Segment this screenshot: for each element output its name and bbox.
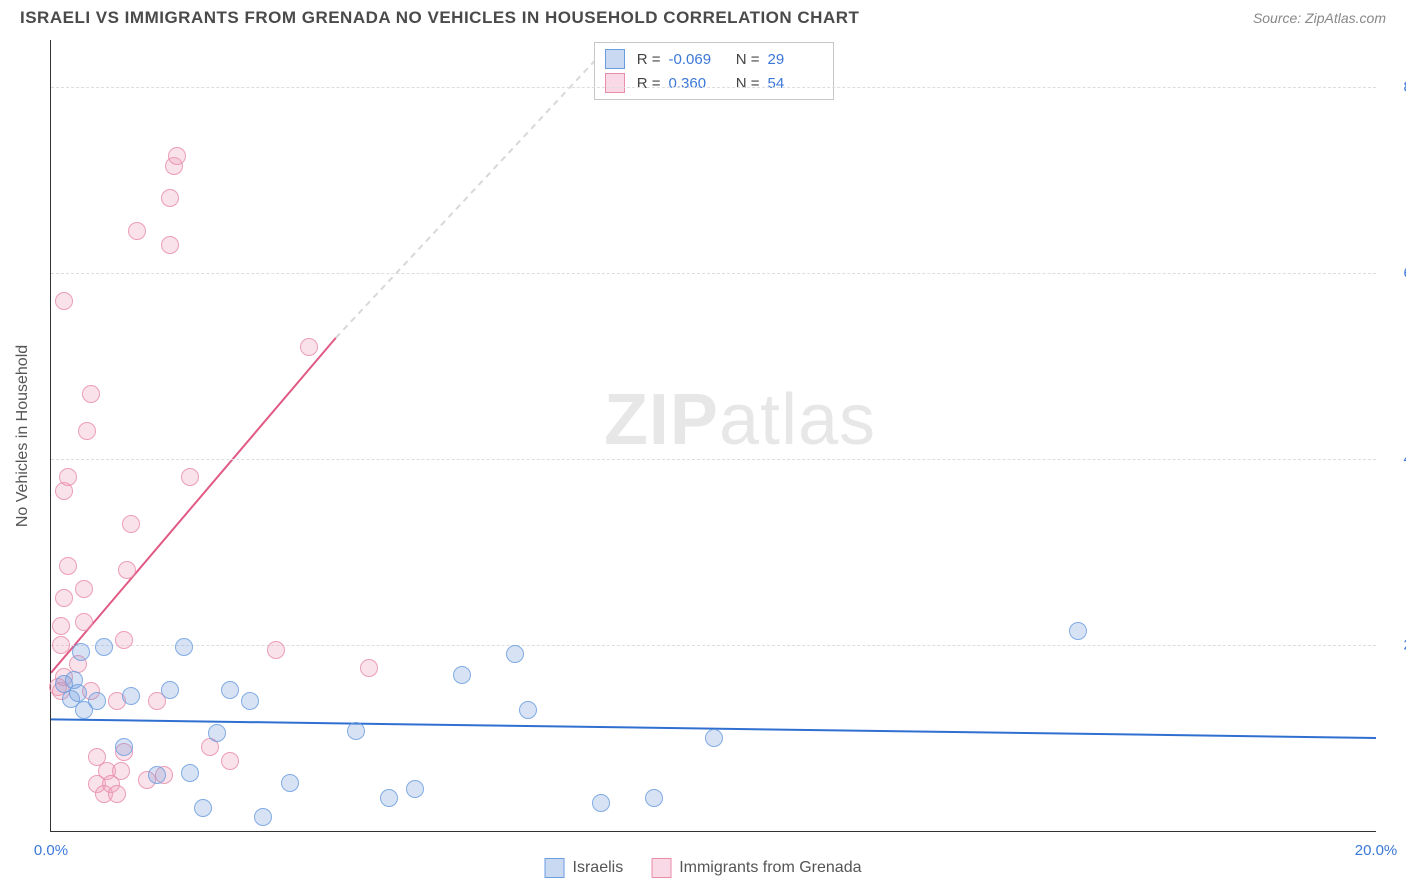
- data-point-pink: [168, 147, 186, 165]
- stats-legend-box: R = -0.069 N = 29 R = 0.360 N = 54: [594, 42, 834, 100]
- x-tick-label: 20.0%: [1355, 842, 1398, 859]
- data-point-blue: [175, 638, 193, 656]
- stat-n-value: 29: [768, 51, 823, 68]
- data-point-blue: [592, 794, 610, 812]
- data-point-pink: [267, 641, 285, 659]
- data-point-pink: [181, 468, 199, 486]
- swatch-pink: [605, 73, 625, 93]
- plot-area: No Vehicles in Household ZIPatlas R = -0…: [50, 40, 1376, 832]
- data-point-pink: [78, 422, 96, 440]
- data-point-pink: [221, 752, 239, 770]
- data-point-pink: [75, 613, 93, 631]
- data-point-blue: [72, 643, 90, 661]
- data-point-blue: [254, 808, 272, 826]
- data-point-pink: [82, 385, 100, 403]
- watermark-bold: ZIP: [604, 380, 719, 460]
- trend-lines: [51, 40, 1376, 831]
- data-point-pink: [52, 617, 70, 635]
- data-point-blue: [194, 799, 212, 817]
- data-point-pink: [59, 557, 77, 575]
- gridline: [51, 273, 1376, 274]
- data-point-blue: [281, 774, 299, 792]
- data-point-blue: [88, 692, 106, 710]
- data-point-pink: [52, 636, 70, 654]
- data-point-blue: [453, 666, 471, 684]
- data-point-blue: [115, 738, 133, 756]
- data-point-blue: [347, 722, 365, 740]
- data-point-pink: [55, 589, 73, 607]
- stats-row-pink: R = 0.360 N = 54: [605, 71, 823, 95]
- stat-n-label: N =: [732, 51, 760, 68]
- data-point-pink: [161, 236, 179, 254]
- legend-item-pink: Immigrants from Grenada: [651, 858, 861, 878]
- trend-line: [336, 40, 614, 338]
- data-point-pink: [118, 561, 136, 579]
- stat-r-label: R =: [633, 51, 661, 68]
- data-point-blue: [65, 671, 83, 689]
- data-point-blue: [705, 729, 723, 747]
- data-point-pink: [59, 468, 77, 486]
- data-point-pink: [75, 580, 93, 598]
- legend-item-blue: Israelis: [545, 858, 624, 878]
- y-tick-label: 20.0%: [1386, 636, 1406, 653]
- y-tick-label: 60.0%: [1386, 264, 1406, 281]
- legend-label: Immigrants from Grenada: [679, 859, 861, 877]
- swatch-pink: [651, 858, 671, 878]
- data-point-blue: [645, 789, 663, 807]
- data-point-pink: [112, 762, 130, 780]
- legend-label: Israelis: [573, 859, 624, 877]
- data-point-pink: [115, 631, 133, 649]
- y-tick-label: 80.0%: [1386, 78, 1406, 95]
- data-point-pink: [161, 189, 179, 207]
- data-point-pink: [360, 659, 378, 677]
- y-tick-label: 40.0%: [1386, 450, 1406, 467]
- source-attribution: Source: ZipAtlas.com: [1253, 10, 1386, 26]
- chart-title: ISRAELI VS IMMIGRANTS FROM GRENADA NO VE…: [20, 8, 859, 28]
- data-point-blue: [380, 789, 398, 807]
- data-point-pink: [128, 222, 146, 240]
- data-point-pink: [108, 785, 126, 803]
- data-point-pink: [122, 515, 140, 533]
- gridline: [51, 87, 1376, 88]
- stat-n-label: N =: [732, 75, 760, 92]
- data-point-blue: [241, 692, 259, 710]
- data-point-blue: [221, 681, 239, 699]
- data-point-blue: [1069, 622, 1087, 640]
- stats-row-blue: R = -0.069 N = 29: [605, 47, 823, 71]
- gridline: [51, 645, 1376, 646]
- data-point-pink: [55, 292, 73, 310]
- gridline: [51, 459, 1376, 460]
- stat-n-value: 54: [768, 75, 823, 92]
- data-point-blue: [208, 724, 226, 742]
- data-point-blue: [148, 766, 166, 784]
- x-tick-label: 0.0%: [34, 842, 68, 859]
- bottom-legend: Israelis Immigrants from Grenada: [545, 858, 862, 878]
- watermark: ZIPatlas: [604, 379, 876, 461]
- data-point-blue: [161, 681, 179, 699]
- data-point-blue: [406, 780, 424, 798]
- data-point-blue: [122, 687, 140, 705]
- data-point-blue: [95, 638, 113, 656]
- stat-r-label: R =: [633, 75, 661, 92]
- data-point-pink: [300, 338, 318, 356]
- stat-r-value: 0.360: [669, 75, 724, 92]
- swatch-blue: [545, 858, 565, 878]
- watermark-light: atlas: [719, 380, 876, 460]
- data-point-blue: [181, 764, 199, 782]
- stat-r-value: -0.069: [669, 51, 724, 68]
- y-axis-label: No Vehicles in Household: [14, 344, 32, 526]
- data-point-blue: [519, 701, 537, 719]
- data-point-blue: [506, 645, 524, 663]
- swatch-blue: [605, 49, 625, 69]
